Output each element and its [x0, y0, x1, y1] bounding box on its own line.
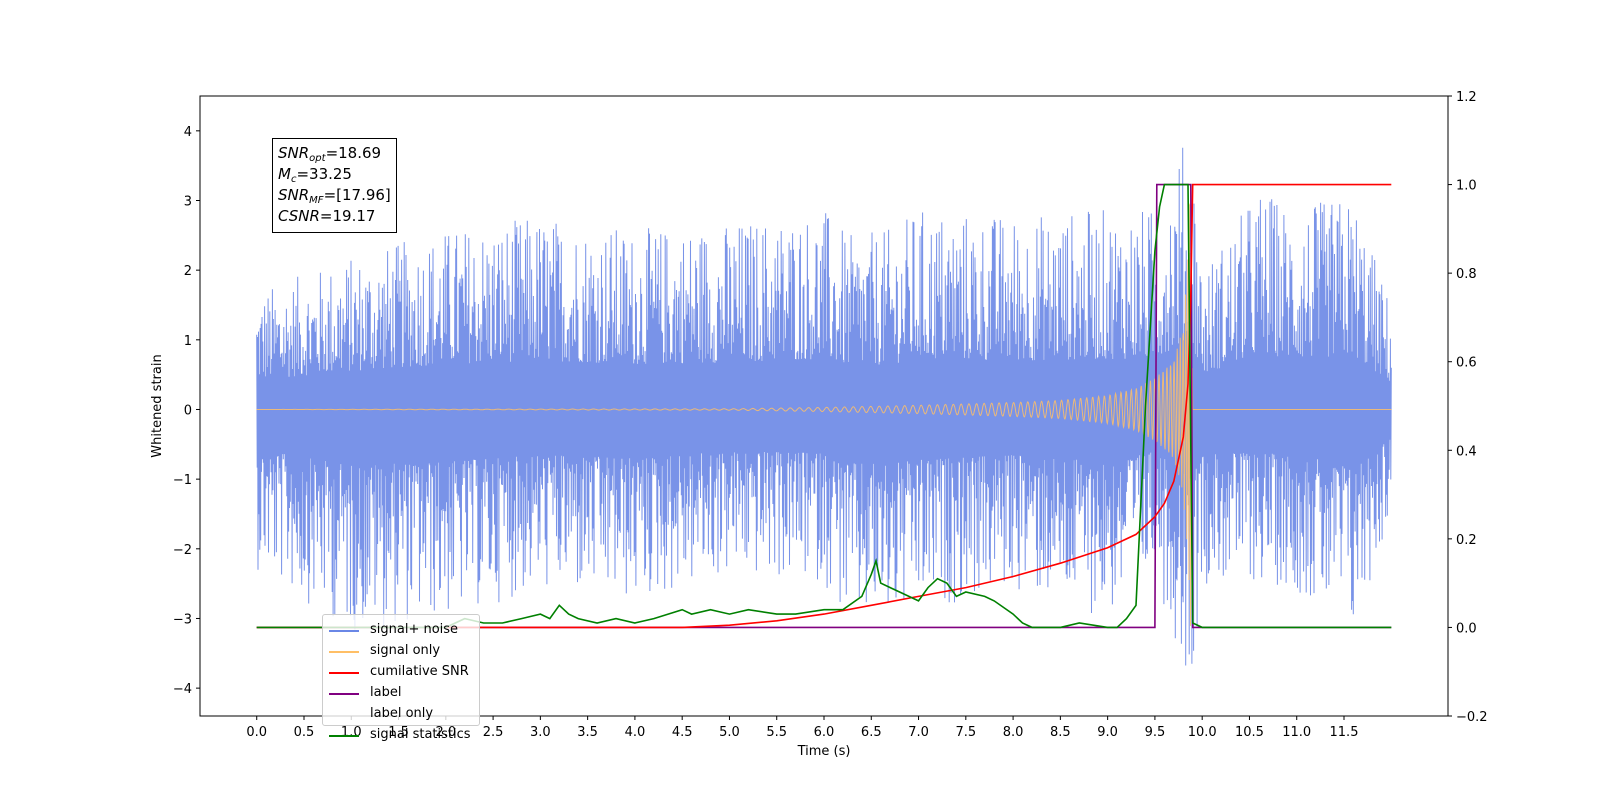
- legend-entry: label only: [327, 705, 477, 725]
- y-tick-label: −1: [173, 473, 192, 488]
- x-tick-label: 0.5: [294, 725, 315, 740]
- series-line-signal-only: [256, 203, 1392, 626]
- x-tick-label: 4.0: [625, 725, 646, 740]
- stats-symbol: SNR: [278, 144, 310, 162]
- legend: signal+ noise signal only cumilative SNR la…: [322, 614, 480, 742]
- y2-tick-label: 1.2: [1456, 90, 1477, 105]
- legend-swatch: [329, 672, 359, 674]
- y-tick-label: 3: [184, 194, 192, 209]
- y2-tick-label: −0.2: [1456, 710, 1488, 725]
- x-tick-label: 11.5: [1330, 725, 1359, 740]
- legend-label: signal statistics: [370, 727, 471, 742]
- plot-area: [256, 147, 1392, 666]
- series-line-cumulative-snr: [256, 183, 1392, 629]
- x-tick-label: 2.5: [483, 725, 504, 740]
- x-tick-label: 11.0: [1282, 725, 1311, 740]
- x-tick-label: 8.5: [1050, 725, 1071, 740]
- legend-swatch: [329, 735, 359, 737]
- legend-entry: cumilative SNR: [327, 663, 477, 683]
- x-tick-label: 7.5: [955, 725, 976, 740]
- y-tick-label: 2: [184, 264, 192, 279]
- x-axis: 0.0 0.5 1.0 1.5 2.0 2.5 3.0 3.5 4.0 4.5 5.0 5.5 6.0 6…: [246, 716, 1358, 740]
- stats-value: =33.25: [296, 165, 352, 183]
- stats-value: =[17.96]: [323, 186, 391, 204]
- y-tick-label: −2: [173, 543, 192, 558]
- x-tick-label: 6.5: [861, 725, 882, 740]
- y2-tick-label: 0.2: [1456, 533, 1477, 548]
- legend-label: label: [370, 685, 402, 700]
- stats-symbol: SNR: [278, 186, 310, 204]
- x-tick-label: 3.5: [577, 725, 598, 740]
- legend-swatch: [329, 693, 359, 695]
- legend-label: cumilative SNR: [370, 664, 469, 679]
- legend-label: signal only: [370, 643, 441, 658]
- legend-swatch: [329, 714, 359, 716]
- y2-tick-label: 0.8: [1456, 267, 1477, 282]
- y-axis-left: 4 3 2 1 0 −1 −2 −3 −4: [173, 125, 200, 697]
- y2-tick-label: 0.6: [1456, 356, 1477, 371]
- y2-tick-label: 1.0: [1456, 179, 1477, 194]
- x-tick-label: 5.5: [766, 725, 787, 740]
- x-tick-label: 4.5: [672, 725, 693, 740]
- x-tick-label: 0.0: [246, 725, 267, 740]
- x-axis-label: Time (s): [797, 744, 851, 759]
- x-tick-label: 2.0: [435, 725, 456, 740]
- stats-annotation-box: SNRopt=18.69 Mc=33.25 SNRMF=[17.96] CSNR=19…: [272, 138, 397, 233]
- series-line-signal-noise: [256, 147, 1392, 666]
- x-tick-label: 6.0: [814, 725, 835, 740]
- x-tick-label: 1.5: [388, 725, 409, 740]
- y-tick-label: 4: [184, 125, 192, 140]
- stats-symbol: M: [278, 165, 291, 183]
- x-tick-label: 10.0: [1188, 725, 1217, 740]
- x-tick-label: 9.0: [1097, 725, 1118, 740]
- x-tick-label: 3.0: [530, 725, 551, 740]
- stats-value: =18.69: [325, 144, 382, 162]
- y-tick-label: 0: [184, 403, 192, 418]
- stats-symbol: CSNR: [278, 207, 320, 225]
- legend-label: label only: [370, 706, 434, 721]
- x-tick-label: 7.0: [908, 725, 929, 740]
- x-tick-label: 8.0: [1003, 725, 1024, 740]
- stats-line: CSNR=19.17: [278, 206, 391, 227]
- series-line-signal-statistics: [256, 183, 1392, 629]
- stats-line: Mc=33.25: [278, 164, 391, 185]
- legend-entry: label: [327, 684, 477, 704]
- y2-tick-label: 0.4: [1456, 444, 1477, 459]
- legend-swatch: [329, 651, 359, 653]
- legend-swatch: [329, 630, 359, 632]
- y-axis-label: Whitened strain: [150, 354, 165, 457]
- y-tick-label: −3: [173, 612, 192, 627]
- legend-label: signal+ noise: [370, 622, 459, 637]
- stats-line: SNRMF=[17.96]: [278, 185, 391, 206]
- stats-value: =19.17: [319, 207, 376, 225]
- stats-subscript: c: [290, 174, 297, 185]
- y-tick-label: −4: [173, 682, 192, 697]
- x-tick-label: 10.5: [1235, 725, 1264, 740]
- stats-line: SNRopt=18.69: [278, 143, 391, 164]
- x-tick-label: 5.0: [719, 725, 740, 740]
- legend-entry: signal+ noise: [327, 621, 477, 641]
- legend-entry: signal only: [327, 642, 477, 662]
- y-tick-label: 1: [184, 334, 192, 349]
- legend-entry: signal statistics: [327, 726, 477, 746]
- stats-subscript: MF: [309, 195, 324, 206]
- stats-subscript: opt: [309, 153, 326, 164]
- x-tick-label: 9.5: [1145, 725, 1166, 740]
- y-axis-right: 1.2 1.0 0.8 0.6 0.4 0.2 0.0 −0.2: [1448, 90, 1488, 725]
- y2-tick-label: 0.0: [1456, 621, 1477, 636]
